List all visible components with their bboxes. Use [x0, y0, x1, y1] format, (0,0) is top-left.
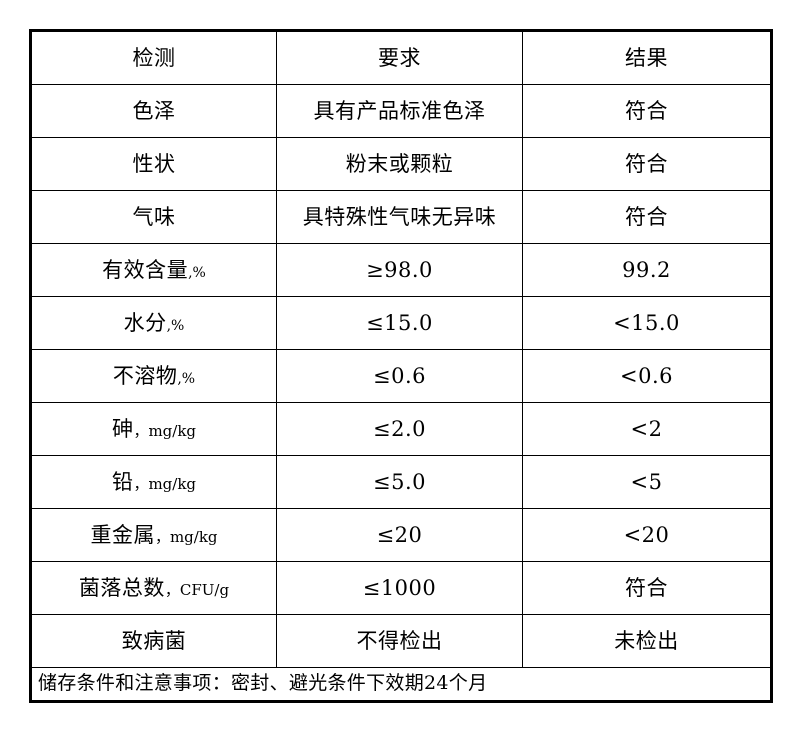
- item-unit: ，mg/kg: [133, 474, 197, 493]
- item-unit: ,%: [188, 264, 206, 281]
- cell-result: 99.2: [522, 243, 772, 297]
- cell-requirement: 具特殊性气味无异味: [276, 190, 523, 244]
- table-row: 重金属，mg/kg ≤20 <20: [30, 508, 772, 562]
- item-unit: ,%: [177, 370, 196, 387]
- table-row: 菌落总数，CFU/g ≤1000 符合: [30, 561, 772, 615]
- item-label: 水分: [123, 310, 167, 335]
- item-label: 致病菌: [121, 628, 187, 653]
- specification-sheet: 检测 要求 结果 色泽 具有产品标准色泽 符合 性状 粉末或颗粒 符合 气味 具特殊性气味无异…: [29, 29, 773, 720]
- cell-requirement: ≤15.0: [276, 296, 523, 350]
- table-row: 不溶物,% ≤0.6 <0.6: [30, 349, 772, 403]
- cell-item: 砷，mg/kg: [30, 402, 277, 456]
- table-row: 气味 具特殊性气味无异味 符合: [30, 190, 772, 244]
- cell-item: 色泽: [30, 84, 277, 138]
- table-row: 致病菌 不得检出 未检出: [30, 614, 772, 668]
- item-label: 有效含量: [102, 257, 189, 282]
- item-unit: ,%: [166, 317, 185, 334]
- cell-item: 水分,%: [30, 296, 277, 350]
- specification-table: 检测 要求 结果 色泽 具有产品标准色泽 符合 性状 粉末或颗粒 符合 气味 具特殊性气味无异…: [29, 29, 773, 703]
- cell-requirement: ≤0.6: [276, 349, 523, 403]
- item-unit: ，mg/kg: [154, 527, 218, 546]
- column-header-item: 检测: [30, 30, 277, 85]
- cell-result: 符合: [522, 84, 772, 138]
- cell-result: 未检出: [522, 614, 772, 668]
- table-footer: 储存条件和注意事项：密封、避光条件下效期24个月: [30, 667, 772, 702]
- cell-result: <15.0: [522, 296, 772, 350]
- cell-requirement: ≥98.0: [276, 243, 523, 297]
- table-row: 铅，mg/kg ≤5.0 <5: [30, 455, 772, 509]
- column-header-requirement: 要求: [276, 30, 523, 85]
- cell-item: 不溶物,%: [30, 349, 277, 403]
- cell-requirement: 不得检出: [276, 614, 523, 668]
- cell-result: <2: [522, 402, 772, 456]
- cell-result: <5: [522, 455, 772, 509]
- table-header: 检测 要求 结果: [30, 30, 772, 85]
- cell-item: 铅，mg/kg: [30, 455, 277, 509]
- table-row: 有效含量,% ≥98.0 99.2: [30, 243, 772, 297]
- table-row: 水分,% ≤15.0 <15.0: [30, 296, 772, 350]
- table-body: 色泽 具有产品标准色泽 符合 性状 粉末或颗粒 符合 气味 具特殊性气味无异味 符合 有效含量,%…: [30, 84, 772, 668]
- item-label: 气味: [132, 204, 176, 229]
- item-unit: ，CFU/g: [164, 580, 230, 599]
- cell-requirement: ≤5.0: [276, 455, 523, 509]
- cell-requirement: 具有产品标准色泽: [276, 84, 523, 138]
- cell-item: 致病菌: [30, 614, 277, 668]
- storage-conditions-note: 储存条件和注意事项：密封、避光条件下效期24个月: [30, 667, 772, 702]
- item-unit: ，mg/kg: [133, 421, 197, 440]
- item-label: 菌落总数: [78, 575, 165, 600]
- cell-requirement: ≤1000: [276, 561, 523, 615]
- cell-result: 符合: [522, 190, 772, 244]
- cell-item: 有效含量,%: [30, 243, 277, 297]
- table-row: 色泽 具有产品标准色泽 符合: [30, 84, 772, 138]
- cell-item: 菌落总数，CFU/g: [30, 561, 277, 615]
- cell-item: 性状: [30, 137, 277, 191]
- column-header-result: 结果: [522, 30, 772, 85]
- cell-requirement: ≤2.0: [276, 402, 523, 456]
- item-label: 性状: [132, 151, 176, 176]
- cell-result: <0.6: [522, 349, 772, 403]
- cell-item: 气味: [30, 190, 277, 244]
- cell-requirement: 粉末或颗粒: [276, 137, 523, 191]
- table-row: 砷，mg/kg ≤2.0 <2: [30, 402, 772, 456]
- item-label: 不溶物: [112, 363, 178, 388]
- item-label: 铅: [111, 469, 134, 494]
- cell-result: 符合: [522, 137, 772, 191]
- table-row: 性状 粉末或颗粒 符合: [30, 137, 772, 191]
- cell-result: <20: [522, 508, 772, 562]
- item-label: 砷: [111, 416, 134, 441]
- cell-requirement: ≤20: [276, 508, 523, 562]
- table-header-row: 检测 要求 结果: [30, 30, 772, 85]
- cell-result: 符合: [522, 561, 772, 615]
- item-label: 重金属: [90, 522, 155, 547]
- cell-item: 重金属，mg/kg: [30, 508, 277, 562]
- item-label: 色泽: [132, 98, 176, 123]
- footer-row: 储存条件和注意事项：密封、避光条件下效期24个月: [30, 667, 772, 702]
